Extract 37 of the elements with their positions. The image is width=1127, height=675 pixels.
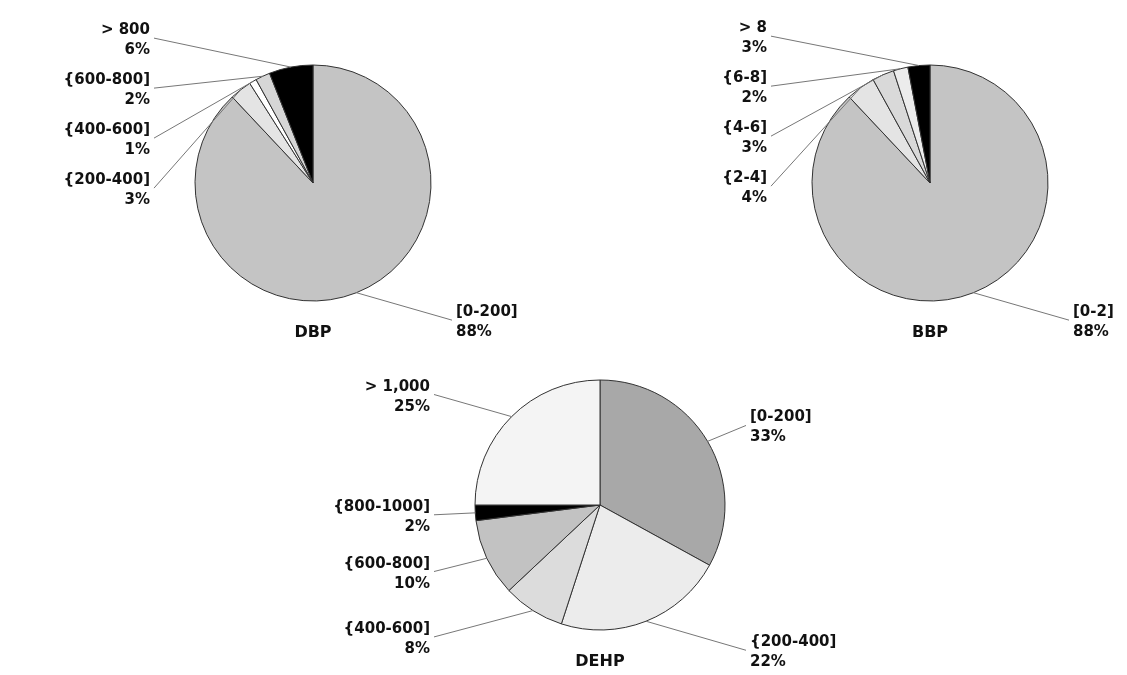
text: BBP xyxy=(911,322,949,341)
data-label: 8% xyxy=(404,638,430,657)
slice-label: [0-200] xyxy=(456,302,518,321)
slice-label: {800-1000] xyxy=(333,496,430,515)
slice-label: {200-400] xyxy=(750,632,837,651)
text: DEHP xyxy=(575,651,625,670)
slice-label: {400-600] xyxy=(63,120,150,139)
slice-label: {600-800] xyxy=(63,70,150,89)
slice-label: {400-600] xyxy=(343,618,430,637)
slice-label: > 8 xyxy=(738,18,767,37)
slice-label: {600-800] xyxy=(343,553,430,572)
data-label: 3% xyxy=(124,190,150,209)
data-label: 4% xyxy=(741,188,767,207)
data-label: 6% xyxy=(124,40,150,59)
slice-label: {6-8] xyxy=(722,68,767,87)
slice-label: {200-400] xyxy=(63,170,150,189)
data-label: 25% xyxy=(394,396,430,415)
slice-label: [0-200] xyxy=(750,407,812,426)
data-label: 10% xyxy=(394,573,430,592)
data-label: 88% xyxy=(1073,322,1109,341)
data-label: 22% xyxy=(750,652,786,671)
data-label: 3% xyxy=(741,38,767,57)
pie-slice xyxy=(811,64,1049,302)
data-label: 88% xyxy=(456,322,492,341)
data-label: 3% xyxy=(741,138,767,157)
slice-label: > 800 xyxy=(100,20,150,39)
slice-label: {2-4] xyxy=(722,168,767,187)
text: DBP xyxy=(294,322,332,341)
slice-label: [0-2] xyxy=(1073,302,1114,321)
data-label: 33% xyxy=(750,427,786,446)
slice-label: > 1,000 xyxy=(364,376,430,395)
slice-label: {4-6] xyxy=(722,118,767,137)
pie-slice xyxy=(194,64,432,302)
data-label: 1% xyxy=(124,140,150,159)
data-label: 2% xyxy=(404,516,430,535)
data-label: 2% xyxy=(741,88,767,107)
data-label: 2% xyxy=(124,90,150,109)
